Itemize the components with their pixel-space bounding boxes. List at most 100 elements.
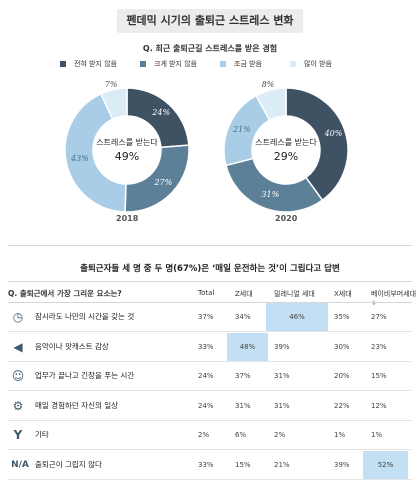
table-cell: 52%: [363, 450, 408, 479]
slice-value-label: 7%: [104, 79, 118, 89]
legend-label: 조금 받음: [234, 60, 262, 68]
table-cell: 24%: [198, 372, 214, 380]
table-row: N/A 출퇴근이 그립지 않다 33% 15% 21% 39% 52%: [8, 450, 412, 480]
legend-label: 크게 받지 않음: [154, 60, 198, 68]
table-cell: 39%: [274, 342, 290, 351]
table-cell: 2%: [198, 431, 210, 439]
legend-swatch: [290, 61, 296, 67]
table-row: ⚙ 매일 경험하던 자신의 일상 24% 31% 31% 22% 12%: [8, 392, 412, 421]
table-cell: 6%: [235, 431, 247, 439]
table-cell: 30%: [334, 342, 350, 351]
speaker-icon: ◀: [13, 339, 23, 354]
table-cell: 27%: [371, 313, 387, 321]
slice-value-label: 8%: [261, 80, 275, 90]
donut-slice: [225, 157, 324, 213]
row-label: 출퇴근이 그립지 않다: [35, 459, 102, 469]
column-header: 베이비부머세대+: [371, 290, 417, 307]
table-cell: 31%: [274, 401, 290, 410]
table-cell: 1%: [334, 431, 346, 439]
row-label: 음악이나 팟캐스트 감상: [35, 341, 109, 351]
chart-question: Q. 최근 출퇴근길 스트레스를 받은 경험: [142, 44, 278, 53]
table-cell: 24%: [198, 401, 214, 410]
table-cell: 15%: [371, 372, 387, 380]
legend-item: 전혀 받지 않음: [60, 59, 117, 69]
table-cell: 23%: [371, 342, 387, 351]
table-cell: 20%: [334, 372, 350, 380]
table-row: ☺ 업무가 끝나고 긴장을 푸는 시간 24% 37% 31% 20% 15%: [8, 362, 412, 391]
column-header: 밀레니얼 세대: [274, 290, 315, 298]
section-divider: [8, 245, 412, 246]
table-cell: 39%: [334, 460, 350, 469]
na-icon: N/A: [11, 459, 29, 470]
donut-slice: [99, 87, 128, 121]
slice-value-label: 31%: [261, 190, 280, 200]
legend-swatch: [60, 61, 66, 67]
donut-slice: [285, 87, 349, 202]
branch-icon: Y: [13, 428, 23, 442]
legend-item: 조금 받음: [220, 59, 262, 69]
legend-label: 많이 받음: [304, 60, 332, 68]
table-cell: 31%: [235, 401, 251, 410]
section-divider: [8, 281, 412, 282]
table-cell: 15%: [235, 460, 251, 469]
donut-chart-2020: 스트레스를 받는다 29% 40% 31% 21% 8%: [221, 80, 351, 215]
slice-value-label: 21%: [233, 124, 251, 134]
donut-center: 스트레스를 받는다 29%: [253, 117, 319, 183]
year-label-2020: 2020: [275, 214, 298, 223]
table-cell: 1%: [371, 431, 383, 439]
table-row: ◀ 음악이나 팟캐스트 감상 33% 48% 39% 30% 23%: [8, 332, 412, 362]
table-cell: 37%: [198, 313, 214, 321]
row-label: 업무가 끝나고 긴장을 푸는 시간: [35, 371, 135, 380]
legend-label: 전혀 받지 않음: [74, 60, 118, 68]
table-row: ◷ 잠시라도 나만의 시간을 갖는 것 37% 34% 46% 35% 27%: [8, 303, 412, 332]
donut-hole: [253, 117, 319, 183]
donut-svg: [64, 87, 190, 213]
slice-value-label: 40%: [324, 128, 343, 138]
year-label-2018: 2018: [116, 214, 139, 223]
slice-value-label: 24%: [152, 108, 171, 118]
table-cell: 22%: [334, 401, 350, 410]
table-subtitle: 출퇴근자들 세 명 중 두 명(67%)은 ‘매일 운전하는 것’이 그립다고 …: [80, 264, 340, 274]
table-cell: 2%: [274, 431, 286, 439]
table-cell: 33%: [198, 342, 214, 351]
table-row: Y 기타 2% 6% 2% 1% 1%: [8, 421, 412, 450]
table-cell: 12%: [371, 401, 387, 410]
column-header: X세대: [334, 290, 352, 298]
legend-swatch: [140, 61, 146, 67]
table-cell: 34%: [235, 313, 251, 321]
slice-value-label: 43%: [70, 153, 89, 163]
legend-item: 많이 받음: [290, 59, 332, 69]
table-cell: 31%: [274, 372, 290, 380]
chart-legend: 전혀 받지 않음 크게 받지 않음 조금 받음 많이 받음: [0, 59, 420, 73]
table-cell: 21%: [274, 460, 290, 469]
column-header: Z세대: [235, 290, 253, 298]
legend-swatch: [220, 61, 226, 67]
page-title: 펜데믹 시기의 출퇴근 스트레스 변화: [117, 9, 303, 33]
donut-chart-2018: 스트레스를 받는다 49% 24% 27% 43% 7%: [62, 80, 192, 215]
clock-icon: ◷: [12, 310, 24, 324]
table-cell: 37%: [235, 372, 251, 380]
center-value: 29%: [273, 150, 299, 163]
donut-svg: [223, 87, 349, 213]
center-label: 스트레스를 받는다: [255, 138, 317, 147]
row-label: 매일 경험하던 자신의 일상: [35, 400, 119, 410]
row-label: 잠시라도 나만의 시간을 갖는 것: [35, 312, 135, 321]
gears-icon: ⚙: [12, 398, 24, 413]
legend-item: 크게 받지 않음: [140, 59, 197, 69]
row-label: 기타: [35, 430, 49, 439]
smile-icon: ☺: [11, 369, 25, 383]
donut-hole: [94, 117, 160, 183]
slice-value-label: 27%: [154, 177, 173, 187]
donut-center: 스트레스를 받는다 49%: [94, 117, 160, 183]
table-cell: 33%: [198, 460, 214, 469]
table-header-divider: [8, 302, 412, 303]
column-header: Total: [198, 289, 215, 297]
table-cell: 48%: [227, 332, 268, 361]
table-question: Q. 출퇴근에서 가장 그리운 요소는?: [8, 289, 122, 298]
donut-slice: [255, 87, 287, 122]
donut-slice: [64, 92, 127, 213]
table-cell: 46%: [266, 303, 328, 331]
center-label: 스트레스를 받는다: [96, 138, 158, 147]
center-value: 49%: [114, 150, 140, 163]
table-cell: 35%: [334, 313, 350, 321]
